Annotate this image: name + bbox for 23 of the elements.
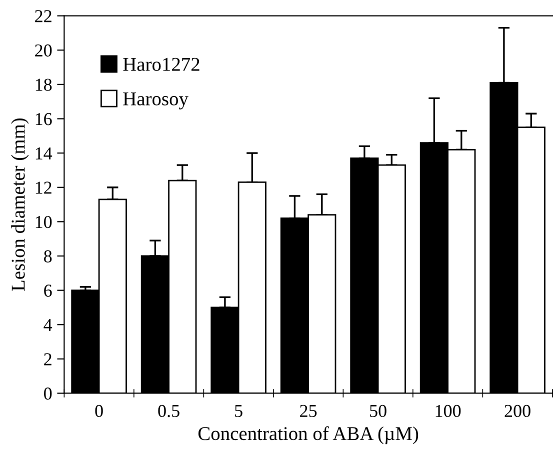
x-tick-label: 0: [95, 404, 103, 418]
y-tick-label: 14: [36, 147, 52, 160]
y-tick-label: 16: [36, 113, 52, 126]
y-axis-title: Lesion diameter (mm): [11, 118, 29, 291]
x-tick-label: 50: [370, 404, 386, 418]
x-tick-label: 100: [436, 404, 461, 418]
legend-label: Harosoy: [123, 92, 188, 110]
y-tick-label: 8: [44, 250, 52, 262]
x-tick-label: 5: [235, 405, 242, 418]
y-tick-label: 20: [35, 44, 52, 57]
y-tick-label: 18: [36, 78, 52, 91]
x-tick-label: 25: [300, 404, 317, 418]
y-tick-label: 2: [44, 353, 52, 366]
y-tick-label: 12: [36, 182, 52, 194]
y-tick-label: 6: [44, 284, 52, 297]
legend-label: Haro1272: [123, 58, 200, 71]
y-tick-label: 22: [35, 10, 52, 22]
y-tick-label: 0: [44, 387, 52, 400]
x-tick-label: 0.5: [158, 404, 180, 418]
x-tick-label: 200: [504, 404, 530, 418]
y-tick-label: 10: [36, 216, 52, 228]
x-axis-title: Concentration of ABA (µM): [198, 426, 418, 444]
y-tick-label: 4: [44, 318, 52, 331]
